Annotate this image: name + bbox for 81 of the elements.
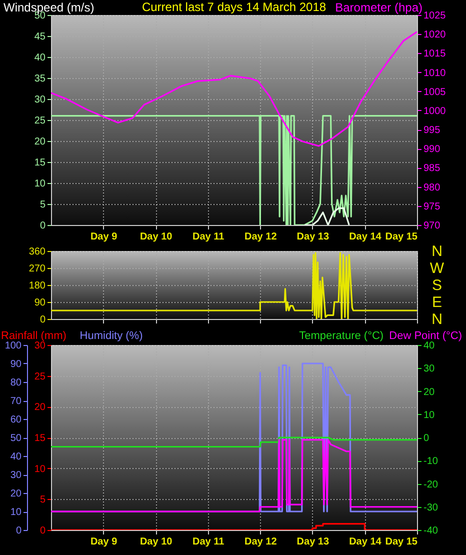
text: Dew Point (°C)	[389, 330, 462, 342]
y3-tick-label: 80	[10, 378, 22, 388]
y3-tick-label: 40	[10, 452, 22, 462]
y-tick-label: 0	[40, 526, 46, 536]
y2-tick-label: 985	[424, 163, 441, 174]
y2-tick-label: 990	[424, 144, 441, 156]
y-tick-label: 270	[28, 264, 46, 274]
y-tick-label: 15	[34, 433, 46, 444]
y2-axis-title: Barometer (hpa)	[335, 0, 422, 14]
y2-tick-label: -30	[424, 502, 438, 514]
x-tick-label: Day 10	[140, 232, 173, 242]
y-tick-label: 25	[34, 116, 46, 126]
y-tick-label: 180	[28, 280, 46, 292]
chart-title: Current last 7 days 14 March 2018	[142, 0, 326, 14]
y-tick-label: 20	[34, 136, 46, 148]
y2-tick-label: 1020	[424, 30, 446, 41]
text: Temperature (°C)	[299, 330, 384, 342]
y-tick-label: 10	[34, 464, 46, 475]
text: W	[430, 260, 445, 277]
y2-tick-label: 0	[424, 433, 430, 444]
text: Humidity (%)	[80, 330, 143, 342]
y-tick-label: 20	[34, 402, 46, 414]
y2-tick-label: -10	[424, 456, 438, 468]
y-tick-label: 0	[40, 220, 46, 232]
y-tick-label: 10	[34, 178, 46, 190]
x-tick-label: Day 13	[296, 232, 330, 242]
y2-tick-label: -20	[424, 479, 438, 490]
y-tick-label: 90	[34, 298, 46, 308]
y2-tick-label: 20	[424, 386, 436, 398]
x-tick-label: Day 13	[296, 536, 330, 548]
y2-tick-label: 40	[424, 340, 436, 352]
y-tick-label: 30	[34, 340, 46, 352]
y2-tick-label: 980	[424, 182, 441, 194]
x-tick-label: Day 15	[385, 232, 418, 242]
y-tick-label: 45	[34, 32, 46, 42]
y2-tick-label: 975	[424, 201, 441, 212]
y2-tick-label: 30	[424, 364, 436, 375]
x-tick-label: Day 14	[349, 536, 382, 548]
y3-tick-label: 30	[10, 470, 22, 481]
y-tick-label: 25	[34, 371, 46, 382]
x-tick-label: Day 12	[244, 536, 278, 548]
line-series	[304, 207, 350, 225]
x-tick-label: Day 10	[140, 536, 173, 548]
y2-tick-label: 1005	[424, 86, 446, 98]
text: N	[432, 311, 442, 328]
y3-tick-label: 60	[10, 414, 22, 426]
text: Rainfall (mm)	[1, 330, 66, 342]
y-tick-label: 5	[40, 200, 46, 210]
x-tick-label: Day 9	[90, 536, 118, 548]
y3-tick-label: 100	[4, 340, 22, 352]
y2-tick-label: -40	[424, 526, 438, 536]
y3-tick-label: 20	[10, 488, 22, 500]
y2-tick-label: 1010	[424, 68, 446, 79]
line-series	[51, 439, 417, 512]
y2-tick-label: 1025	[424, 10, 446, 22]
y2-tick-label: 10	[424, 410, 436, 421]
text: S	[432, 277, 442, 294]
y3-tick-label: 70	[10, 396, 22, 407]
y3-tick-label: 50	[10, 433, 22, 444]
y-tick-label: 5	[40, 494, 46, 506]
y3-tick-label: 10	[10, 507, 22, 518]
y-tick-label: 30	[34, 94, 46, 106]
text: E	[432, 294, 442, 311]
y3-tick-label: 0	[16, 526, 22, 536]
y-tick-label: 35	[34, 74, 46, 84]
y2-tick-label: 1000	[424, 106, 446, 117]
text: N	[432, 243, 442, 260]
x-tick-label: Day 12	[244, 232, 278, 242]
y2-tick-label: 1015	[424, 48, 446, 60]
y2-tick-label: 970	[424, 220, 441, 232]
x-tick-label: Day 14	[349, 232, 382, 242]
x-tick-label: Day 15	[385, 536, 418, 548]
y2-tick-label: 995	[424, 125, 441, 136]
y-tick-label: 0	[40, 314, 46, 326]
y-tick-label: 360	[28, 246, 46, 258]
x-tick-label: Day 11	[192, 232, 225, 242]
y3-tick-label: 90	[10, 359, 22, 370]
y-tick-label: 40	[34, 52, 46, 64]
x-tick-label: Day 11	[192, 536, 225, 548]
x-tick-label: Day 9	[90, 232, 118, 242]
y-tick-label: 15	[34, 158, 46, 168]
